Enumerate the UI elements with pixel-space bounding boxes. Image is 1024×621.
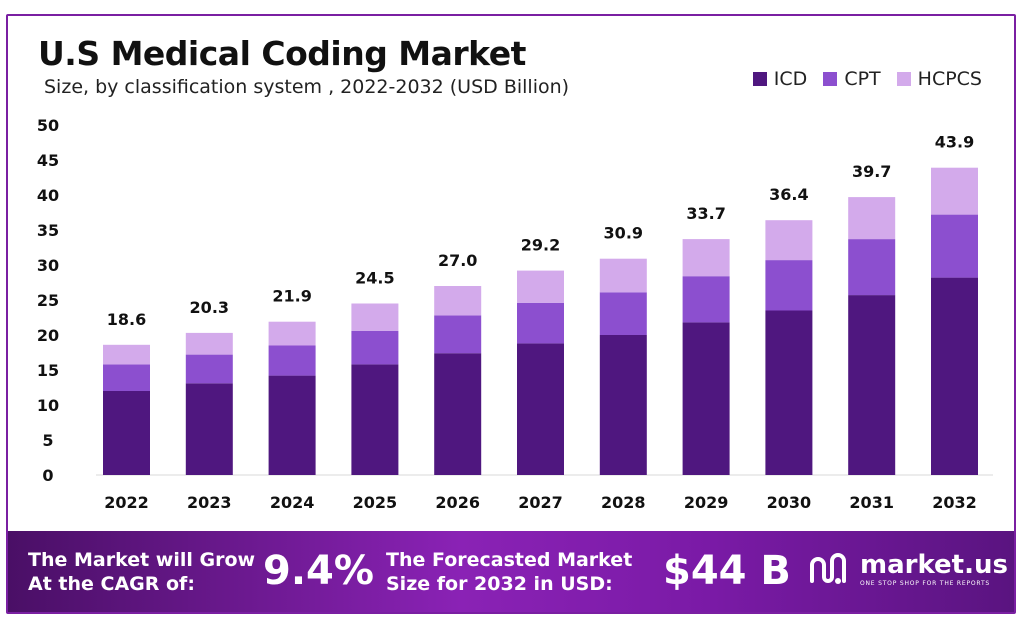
bar-total-label: 21.9 — [272, 287, 311, 306]
legend-swatch-hcpcs — [896, 72, 911, 86]
x-tick-label: 2023 — [187, 493, 232, 512]
chart-title: U.S Medical Coding Market — [38, 34, 526, 73]
x-tick-label: 2030 — [767, 493, 812, 512]
stacked-bar-chart: 0510152025303540455018.6202220.3202321.9… — [37, 116, 993, 512]
legend-swatch-cpt — [823, 72, 838, 86]
bar-segment-icd-2032 — [931, 277, 978, 475]
bar-segment-cpt-2023 — [185, 354, 233, 384]
bar-segment-cpt-2030 — [765, 260, 813, 311]
bar-segment-cpt-2028 — [599, 292, 647, 335]
bar-segment-cpt-2031 — [848, 239, 896, 296]
chart-frame: U.S Medical Coding Market Size, by class… — [6, 14, 1016, 614]
y-tick-label: 5 — [42, 431, 53, 450]
x-tick-label: 2026 — [435, 493, 480, 512]
bar-segment-cpt-2025 — [351, 330, 399, 365]
y-tick-label: 40 — [37, 186, 59, 205]
x-tick-label: 2029 — [684, 493, 729, 512]
bar-total-label: 24.5 — [355, 269, 394, 288]
x-tick-label: 2031 — [849, 493, 894, 512]
forecast-label: The Forecasted Market Size for 2032 in U… — [386, 548, 632, 596]
y-tick-label: 15 — [37, 361, 59, 380]
footer-banner: The Market will Grow At the CAGR of: 9.4… — [8, 531, 1014, 612]
y-tick-label: 30 — [37, 256, 59, 275]
bar-segment-cpt-2026 — [434, 315, 482, 354]
bar-total-label: 18.6 — [107, 310, 146, 329]
brand-name: market.us — [860, 549, 1008, 580]
bar-total-label: 39.7 — [852, 162, 891, 181]
x-tick-label: 2025 — [353, 493, 398, 512]
bar-total-label: 20.3 — [190, 298, 229, 317]
y-tick-label: 35 — [37, 221, 59, 240]
bar-segment-icd-2022 — [103, 391, 150, 475]
bar-total-label: 43.9 — [935, 133, 974, 152]
forecast-label-line2: Size for 2032 in USD: — [386, 573, 613, 595]
y-tick-label: 0 — [42, 466, 53, 485]
market-us-logo-icon — [810, 553, 846, 584]
bar-segment-hcpcs-2027 — [517, 270, 564, 303]
bar-segment-icd-2030 — [765, 310, 813, 475]
legend-label-hcpcs: HCPCS — [917, 68, 982, 90]
bar-segment-icd-2023 — [185, 383, 233, 475]
legend-item-hcpcs: HCPCS — [896, 68, 982, 90]
y-tick-label: 25 — [37, 291, 59, 310]
legend-item-cpt: CPT — [823, 68, 881, 90]
x-tick-label: 2032 — [932, 493, 977, 512]
bar-total-label: 29.2 — [521, 236, 560, 255]
bar-segment-hcpcs-2032 — [931, 167, 978, 215]
brand-tagline: ONE STOP SHOP FOR THE REPORTS — [860, 579, 991, 587]
forecast-label-line1: The Forecasted Market — [386, 549, 633, 571]
bar-total-label: 27.0 — [438, 251, 477, 270]
bar-segment-hcpcs-2026 — [434, 286, 482, 316]
legend-label-cpt: CPT — [844, 68, 881, 90]
bar-segment-hcpcs-2028 — [599, 258, 647, 293]
bar-total-label: 33.7 — [686, 204, 725, 223]
chart-subtitle: Size, by classification system , 2022-20… — [44, 76, 570, 98]
cagr-label-line2: At the CAGR of: — [28, 573, 195, 595]
bar-segment-cpt-2024 — [268, 345, 316, 376]
bar-segment-icd-2027 — [517, 343, 564, 475]
x-tick-label: 2028 — [601, 493, 646, 512]
x-tick-label: 2027 — [518, 493, 563, 512]
bar-segment-cpt-2032 — [931, 214, 978, 278]
bar-segment-icd-2024 — [268, 375, 316, 475]
y-tick-label: 20 — [37, 326, 59, 345]
bar-segment-icd-2028 — [599, 335, 647, 475]
bar-segment-hcpcs-2031 — [848, 197, 896, 240]
x-tick-label: 2024 — [270, 493, 315, 512]
brand-logo: market.us ONE STOP SHOP FOR THE REPORTS — [808, 551, 1008, 587]
legend-swatch-icd — [752, 72, 767, 86]
bar-segment-hcpcs-2024 — [268, 321, 316, 346]
chart-legend: ICD CPT HCPCS — [752, 68, 982, 90]
bar-segment-icd-2029 — [682, 322, 730, 475]
forecast-value: $44 B — [663, 548, 791, 594]
cagr-label: The Market will Grow At the CAGR of: — [28, 548, 255, 596]
bar-segment-cpt-2022 — [103, 364, 150, 391]
bar-total-label: 36.4 — [769, 185, 808, 204]
bar-segment-hcpcs-2023 — [185, 332, 233, 355]
bar-total-label: 30.9 — [604, 224, 643, 243]
y-tick-label: 50 — [37, 116, 59, 135]
bar-segment-icd-2025 — [351, 364, 399, 475]
bar-segment-cpt-2027 — [517, 302, 564, 344]
bar-segment-cpt-2029 — [682, 276, 730, 323]
legend-item-icd: ICD — [752, 68, 808, 90]
bar-segment-hcpcs-2029 — [682, 239, 730, 277]
cagr-value: 9.4% — [263, 548, 374, 594]
x-tick-label: 2022 — [104, 493, 149, 512]
cagr-label-line1: The Market will Grow — [28, 549, 256, 571]
y-tick-label: 10 — [37, 396, 59, 415]
bar-segment-hcpcs-2022 — [103, 344, 150, 365]
y-tick-label: 45 — [37, 151, 59, 170]
bar-segment-hcpcs-2025 — [351, 303, 399, 331]
bar-segment-icd-2031 — [848, 295, 896, 475]
brand-text: market.us ONE STOP SHOP FOR THE REPORTS — [860, 552, 1008, 587]
bar-segment-hcpcs-2030 — [765, 220, 813, 261]
legend-label-icd: ICD — [773, 68, 808, 90]
bar-segment-icd-2026 — [434, 353, 482, 475]
